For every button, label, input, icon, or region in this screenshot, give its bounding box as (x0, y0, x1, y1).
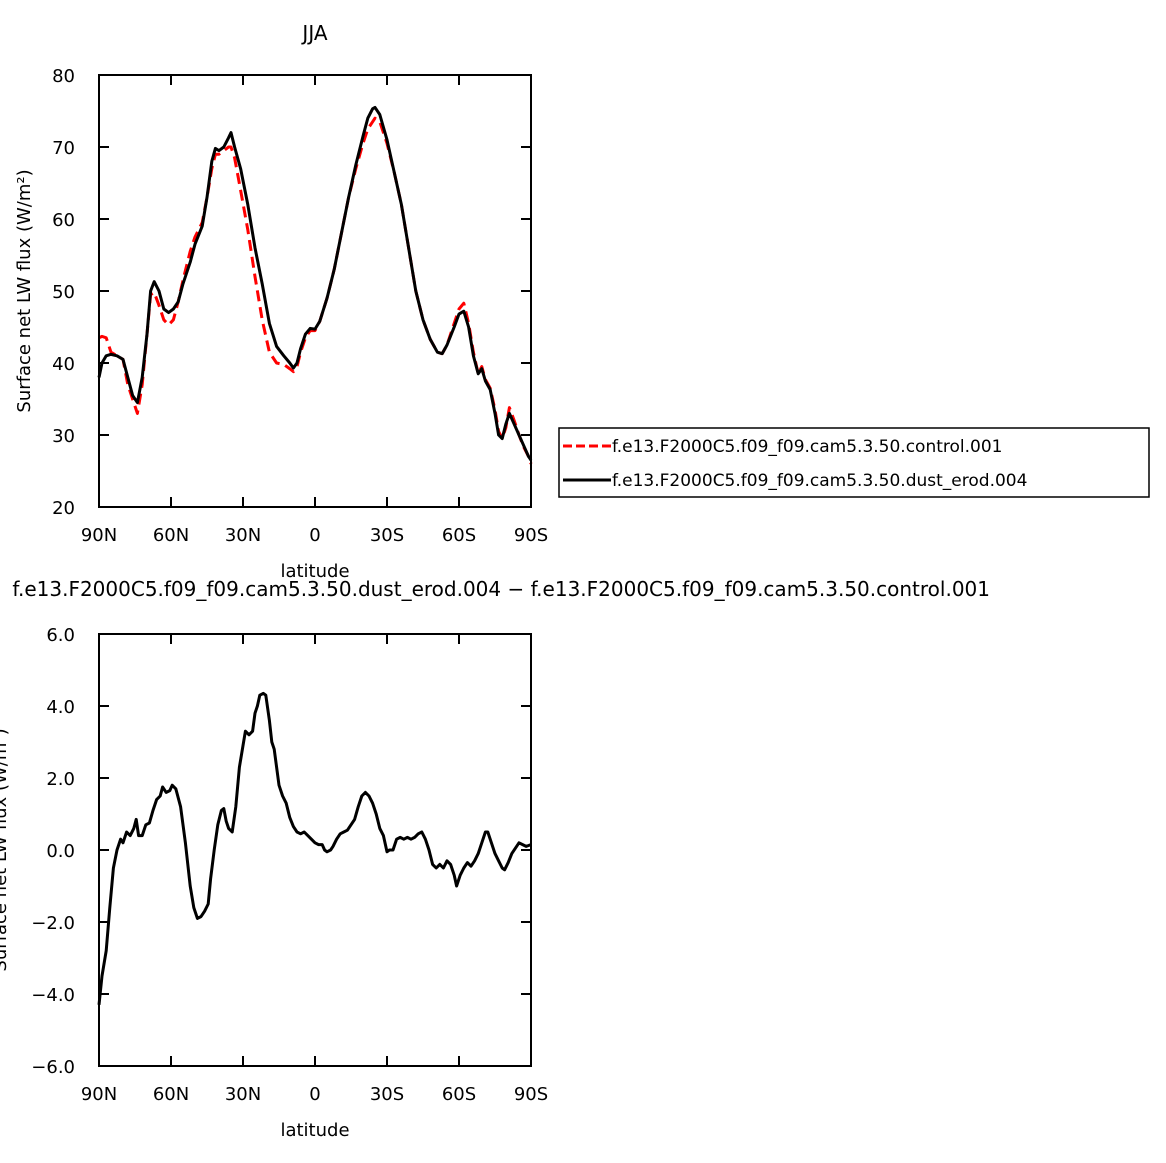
data-line (97, 691, 532, 1005)
x-tick-label: 60N (153, 525, 189, 546)
y-tick-label: 20 (52, 498, 75, 519)
y-tick-label: 2.0 (46, 769, 75, 790)
y-tick-label: 70 (52, 138, 75, 159)
y-tick-label: −2.0 (31, 913, 75, 934)
plot-frame (98, 74, 532, 508)
x-axis-label: latitude (280, 1120, 349, 1141)
x-tick-label: 90N (81, 525, 117, 546)
x-tick-label: 30N (225, 525, 261, 546)
x-tick-label: 60S (442, 1084, 476, 1105)
y-tick-label: 60 (52, 210, 75, 231)
data-line (98, 116, 533, 465)
y-tick-label: 40 (52, 354, 75, 375)
legend-label: f.e13.F2000C5.f09_f09.cam5.3.50.control.… (612, 437, 1003, 457)
data-line (97, 105, 533, 462)
y-tick-label: 4.0 (46, 697, 75, 718)
y-tick-label: 50 (52, 282, 75, 303)
y-tick-label: 6.0 (46, 625, 75, 646)
chart-title: JJA (300, 21, 327, 45)
y-tick-label: −4.0 (31, 985, 75, 1006)
y-axis-label: Surface net LW flux (W/m²) (14, 169, 35, 412)
x-tick-label: 60N (153, 1084, 189, 1105)
x-tick-label: 60S (442, 525, 476, 546)
x-axis-label: latitude (280, 561, 349, 582)
y-axis-label: Surface net LW flux (W/m²) (0, 728, 11, 971)
x-tick-label: 90S (514, 525, 548, 546)
y-tick-label: 0.0 (46, 841, 75, 862)
legend-box (558, 427, 1150, 498)
x-tick-label: 90N (81, 1084, 117, 1105)
chart-title: f.e13.F2000C5.f09_f09.cam5.3.50.dust_ero… (12, 577, 990, 601)
plot-frame (98, 633, 532, 1067)
y-tick-label: 30 (52, 426, 75, 447)
x-tick-label: 0 (309, 1084, 320, 1105)
x-tick-label: 30S (370, 525, 404, 546)
y-tick-label: −6.0 (31, 1057, 75, 1078)
legend-label: f.e13.F2000C5.f09_f09.cam5.3.50.dust_ero… (612, 471, 1027, 491)
x-tick-label: 0 (309, 525, 320, 546)
x-tick-label: 90S (514, 1084, 548, 1105)
x-tick-label: 30S (370, 1084, 404, 1105)
y-tick-label: 80 (52, 66, 75, 87)
x-tick-label: 30N (225, 1084, 261, 1105)
legend: f.e13.F2000C5.f09_f09.cam5.3.50.control.… (558, 427, 1150, 498)
